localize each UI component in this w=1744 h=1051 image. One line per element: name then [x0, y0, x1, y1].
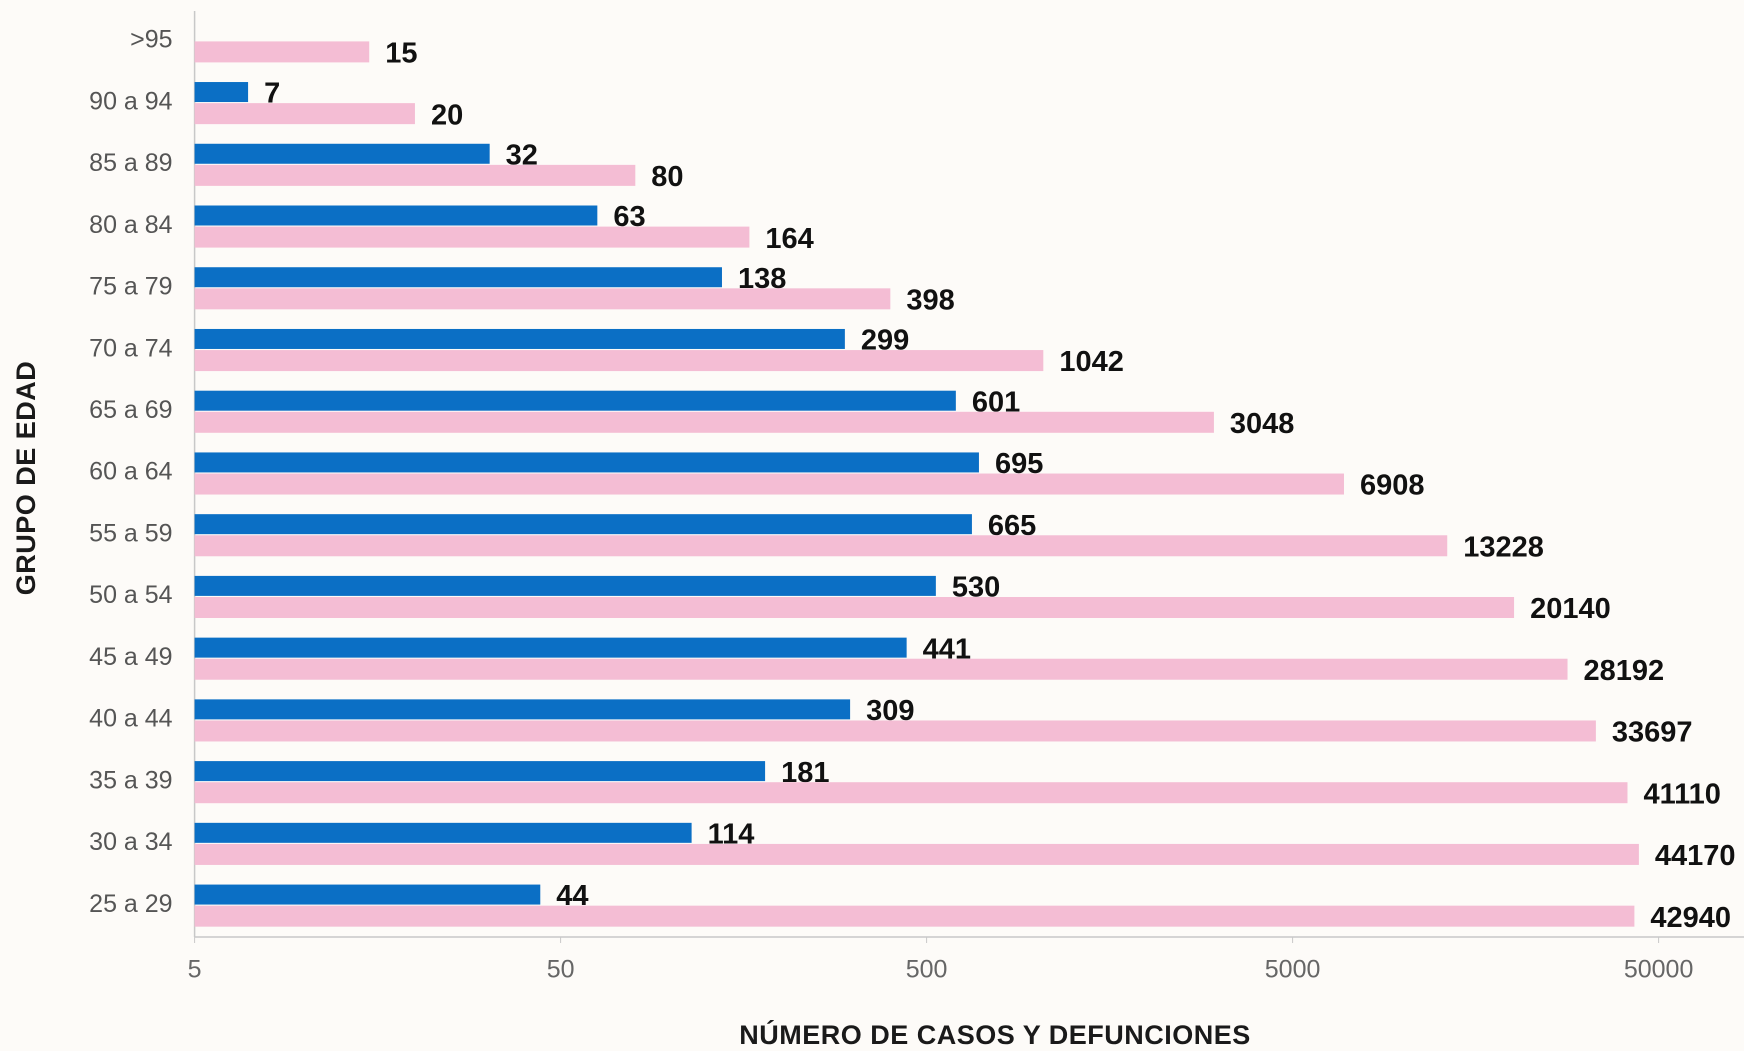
value-label: 20140	[1530, 593, 1611, 625]
value-label: 3048	[1230, 408, 1295, 440]
bar	[194, 350, 1044, 372]
bar	[194, 226, 750, 248]
y-tick-label: 85 a 89	[89, 149, 172, 177]
bar	[194, 143, 490, 164]
bar	[194, 637, 907, 658]
y-tick-label: 45 a 49	[89, 643, 172, 671]
x-tick-label: 500	[906, 956, 948, 984]
value-label: 28192	[1584, 655, 1665, 687]
x-axis-title: NÚMERO DE CASOS Y DEFUNCIONES	[739, 1019, 1251, 1050]
y-tick-label: 75 a 79	[89, 273, 172, 301]
y-tick-label: 65 a 69	[89, 396, 172, 424]
y-tick-label: 90 a 94	[89, 87, 173, 115]
y-tick-label: 40 a 44	[89, 705, 173, 733]
bar	[194, 575, 936, 596]
y-tick-label: 60 a 64	[89, 458, 173, 486]
bar	[194, 164, 636, 186]
bar	[194, 288, 891, 310]
bar	[194, 82, 249, 103]
y-tick-label: 25 a 29	[89, 890, 172, 918]
x-tick-label: 50	[547, 956, 575, 984]
bar	[194, 267, 722, 288]
x-tick-label: 5	[188, 956, 202, 984]
y-tick-label: 30 a 34	[89, 828, 173, 856]
bar	[194, 328, 845, 349]
x-tick-label: 5000	[1265, 956, 1321, 984]
value-label: 7	[264, 78, 280, 110]
value-label: 44170	[1655, 840, 1736, 872]
bar	[194, 205, 598, 226]
value-label: 15	[385, 38, 417, 70]
bar	[194, 720, 1596, 742]
bar	[194, 843, 1639, 865]
value-label: 41110	[1643, 778, 1720, 810]
bar	[194, 535, 1448, 557]
bar	[194, 103, 415, 125]
bar	[194, 390, 956, 411]
x-tick-label: 50000	[1624, 956, 1694, 984]
bar	[194, 452, 979, 473]
y-tick-label: 70 a 74	[89, 334, 173, 362]
value-label: 1042	[1059, 346, 1124, 378]
y-axis-title: GRUPO DE EDAD	[11, 361, 41, 596]
bar	[194, 514, 972, 535]
bar	[194, 699, 851, 720]
bar	[194, 658, 1568, 680]
value-label: 42940	[1650, 902, 1731, 934]
y-tick-label: 50 a 54	[89, 581, 173, 609]
value-label: 6908	[1360, 470, 1425, 502]
bar	[194, 597, 1515, 618]
value-label: 13228	[1463, 531, 1544, 563]
value-label: 20	[431, 99, 463, 131]
bar	[194, 822, 692, 843]
y-tick-label: 80 a 84	[89, 211, 173, 239]
bar	[194, 884, 541, 905]
y-tick-label: >95	[130, 26, 172, 54]
y-tick-label: 35 a 39	[89, 766, 172, 794]
bar	[194, 473, 1344, 495]
bar	[194, 761, 766, 782]
bar	[194, 905, 1635, 927]
value-label: 398	[906, 284, 954, 316]
bar	[194, 411, 1214, 433]
value-label: 80	[651, 161, 683, 193]
bar	[194, 782, 1628, 804]
y-tick-label: 55 a 59	[89, 519, 172, 547]
value-label: 33697	[1612, 717, 1693, 749]
value-label: 164	[765, 223, 813, 255]
bar	[194, 41, 370, 63]
